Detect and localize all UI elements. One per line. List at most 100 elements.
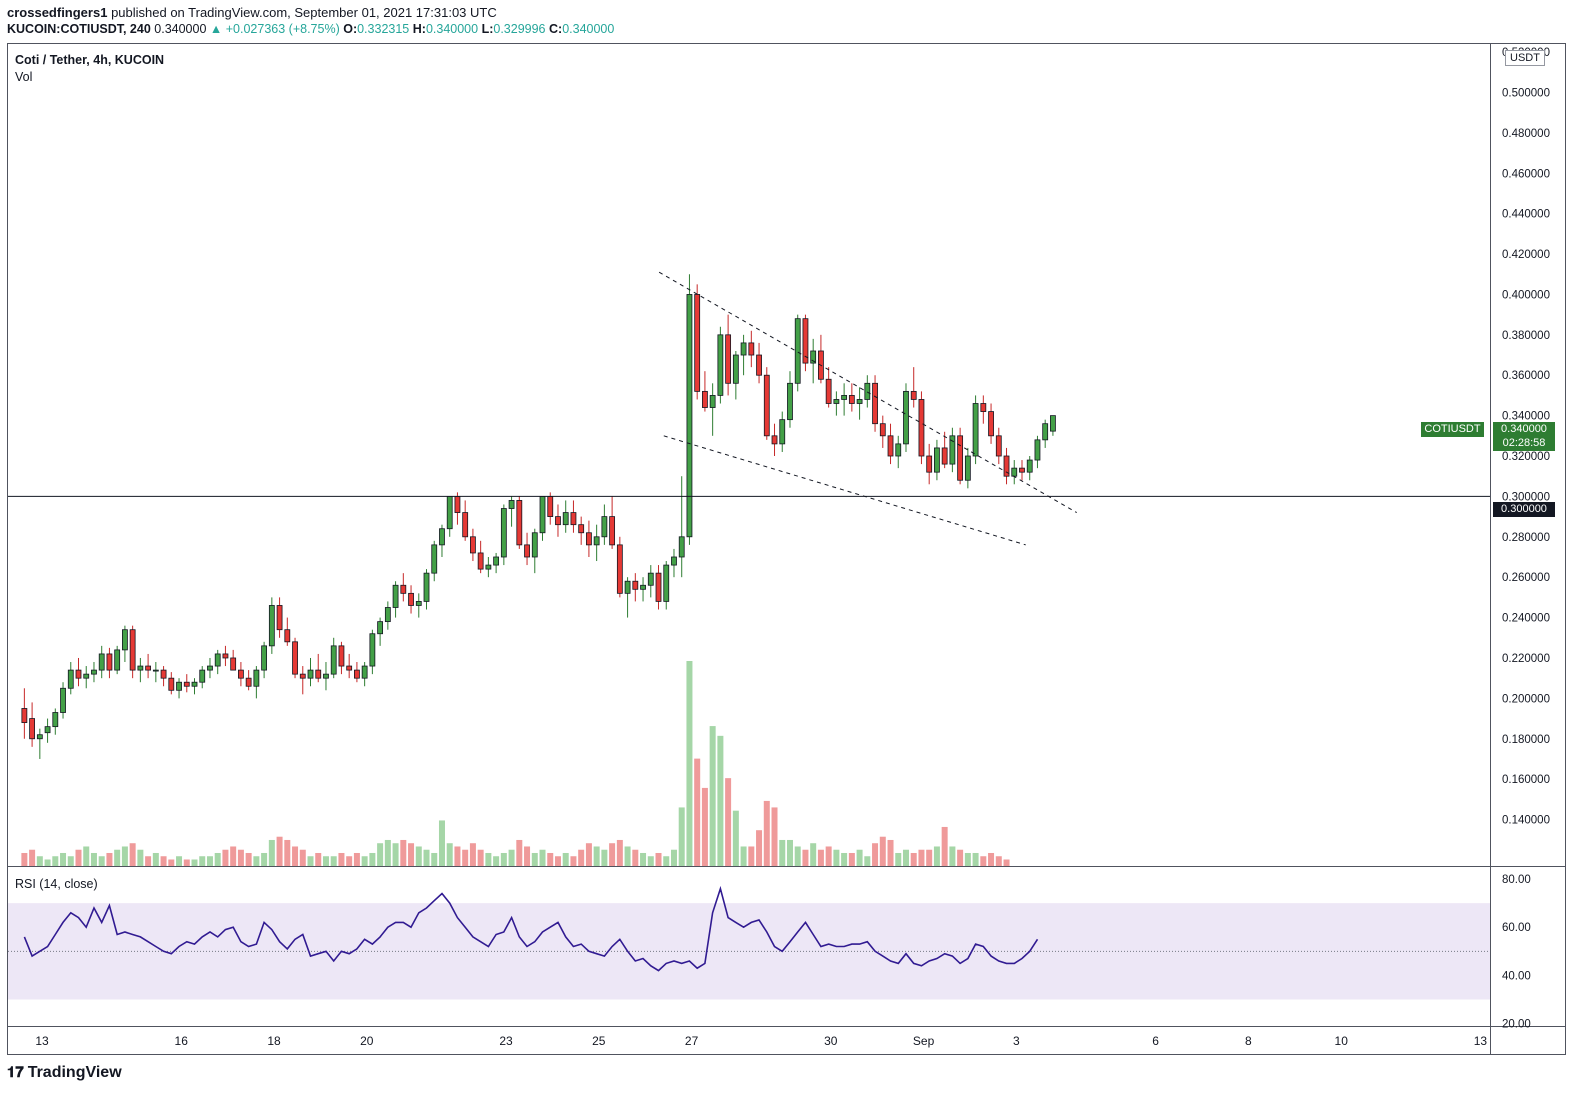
volume-bar (910, 852, 917, 866)
volume-bar (539, 849, 546, 866)
volume-bar (237, 849, 244, 866)
candle-body (918, 399, 925, 457)
candle-body (1050, 415, 1056, 432)
price-tick-label: 0.480000 (1502, 128, 1550, 140)
candle-body (369, 633, 376, 667)
candle-body (129, 629, 136, 671)
price-tick-label: 0.160000 (1502, 774, 1550, 786)
candle-body (384, 607, 391, 623)
price-change: +0.027363 (+8.75%) (225, 22, 340, 36)
volume-bar (756, 830, 763, 866)
volume-bar (694, 758, 701, 866)
price-axis[interactable] (1491, 43, 1566, 1055)
volume-bar (578, 849, 585, 866)
candle-body (601, 516, 608, 538)
candles (21, 274, 1056, 759)
currency-label[interactable]: USDT (1505, 50, 1545, 66)
volume-bar (663, 856, 670, 866)
candle-body (671, 556, 677, 566)
candle-body (856, 399, 863, 404)
candle-body (841, 395, 848, 400)
line-price-badge: 0.300000 (1493, 502, 1555, 517)
price-tick-label: 0.240000 (1502, 613, 1550, 625)
volume-bar (392, 843, 399, 866)
volume-bar (292, 846, 299, 866)
open-label: O: (343, 22, 358, 36)
candle-body (377, 621, 384, 635)
volume-bar (183, 859, 190, 866)
volume-bar (106, 852, 113, 866)
rsi-band (8, 903, 1490, 1000)
candle-body (895, 443, 902, 457)
candle-body (833, 399, 840, 404)
volume-bar (980, 856, 987, 866)
candle-body (910, 390, 917, 400)
candle-body (802, 318, 809, 364)
date-ticks: 13 16 18 20 23 25 27 30 Sep 3 6 8 10 13 (35, 1034, 1487, 1048)
volume-bar (779, 839, 786, 866)
volume-bar (678, 807, 685, 866)
volume-bar (655, 852, 662, 866)
volume-bar (469, 843, 476, 866)
volume-bar (941, 826, 948, 866)
candle-body (183, 681, 190, 687)
candle-body (52, 712, 59, 728)
volume-bar (160, 856, 167, 866)
date-tick-label: 30 (824, 1034, 838, 1048)
candle-body (593, 536, 600, 546)
candle-body (926, 455, 933, 473)
volume-bar (338, 852, 345, 866)
candle-body (771, 435, 778, 445)
candle-body (330, 645, 337, 675)
date-tick-label: 8 (1245, 1034, 1252, 1048)
candle-body (547, 496, 554, 517)
volume-bar (902, 849, 909, 866)
volume-bar (299, 849, 306, 866)
up-arrow-icon: ▲ (209, 22, 223, 36)
candle-body (400, 584, 407, 594)
candle-body (949, 435, 956, 465)
volume-bar (377, 843, 384, 866)
price-tick-label: 0.440000 (1502, 209, 1550, 221)
candle-body (408, 592, 414, 606)
price-tick-label: 0.400000 (1502, 289, 1550, 301)
date-tick-label: 23 (499, 1034, 513, 1048)
volume-bar (261, 852, 268, 866)
candle-body (230, 657, 237, 671)
trend-lines (8, 271, 1490, 546)
rsi-tick-label: 20.00 (1502, 1019, 1531, 1031)
candle-body (462, 512, 469, 538)
volume-bar (585, 843, 592, 866)
candle-body (787, 382, 793, 421)
pane-dividers (7, 866, 1566, 1027)
candle-body (323, 673, 329, 679)
date-tick-label: 20 (360, 1034, 374, 1048)
candle-body (307, 669, 314, 679)
rsi-legend[interactable]: RSI (14, close) (15, 877, 98, 891)
low-label: L: (481, 22, 494, 36)
symbol-label: KUCOIN:COTIUSDT, 240 (7, 22, 151, 36)
candle-body (423, 572, 430, 602)
volume-bar (29, 849, 36, 866)
candle-body (980, 403, 987, 412)
tradingview-logo-icon: 𝟏𝟕 (7, 1064, 24, 1081)
chart-frame[interactable] (7, 43, 1491, 1055)
candle-body (145, 665, 152, 671)
volume-bar (199, 856, 206, 866)
candle-body (508, 500, 515, 509)
candle-body (655, 572, 662, 602)
chart-legend-title[interactable]: Coti / Tether, 4h, KUCOIN (15, 53, 165, 67)
date-tick-label: Sep (913, 1034, 935, 1048)
tradingview-logo[interactable]: 𝟏𝟕 TradingView (7, 1064, 122, 1082)
candle-body (934, 447, 940, 473)
candle-body (686, 294, 693, 538)
candle-body (238, 669, 244, 679)
candle-body (941, 447, 948, 465)
volume-bar (640, 852, 647, 866)
price-tick-label: 0.500000 (1502, 87, 1550, 99)
candle-body (647, 572, 654, 586)
candle-body (152, 669, 159, 672)
rsi-ticks: 20.00 40.00 60.00 80.00 (1502, 874, 1531, 1031)
volume-legend[interactable]: Vol (15, 70, 33, 84)
